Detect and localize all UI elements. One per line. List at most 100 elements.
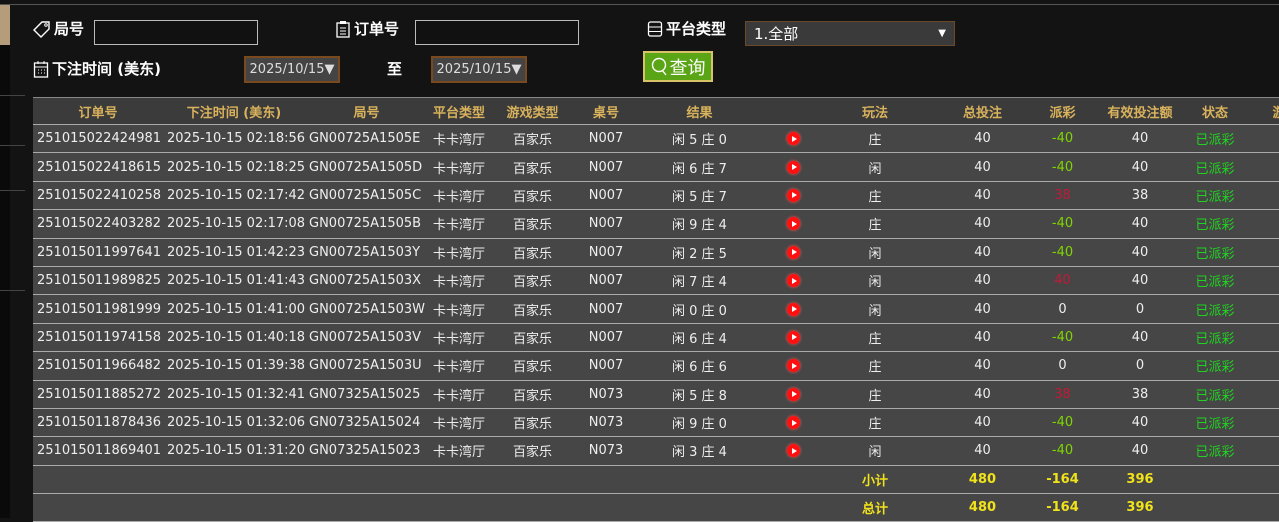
empty-cell xyxy=(1235,465,1279,495)
table-row: 251015011981999 2025-10-15 01:41:00 GN0072… xyxy=(33,294,1279,324)
result: 闲 0 庄 0 xyxy=(637,294,762,324)
play-type: 闲 xyxy=(825,436,925,466)
order-input[interactable] xyxy=(415,20,579,45)
play-video-icon[interactable] xyxy=(787,359,800,373)
search-button[interactable]: 查询 xyxy=(643,51,713,82)
status: 已派彩 xyxy=(1195,266,1235,296)
payout: -40 xyxy=(1040,408,1085,438)
order-no: 251015011869401 xyxy=(33,436,163,466)
total-bet: 40 xyxy=(925,181,1040,211)
play-video-icon[interactable] xyxy=(787,188,800,202)
game-cell xyxy=(1235,294,1279,324)
play-video-icon[interactable] xyxy=(787,302,800,316)
empty-cell xyxy=(490,493,575,522)
status: 已派彩 xyxy=(1195,181,1235,211)
date-to[interactable]: 2025/10/15▼ xyxy=(431,56,527,83)
payout: -40 xyxy=(1040,209,1085,239)
video-cell xyxy=(762,209,825,239)
empty-cell xyxy=(428,465,490,495)
game-cell xyxy=(1235,323,1279,353)
play-video-icon[interactable] xyxy=(787,416,800,430)
order-no: 251015011966482 xyxy=(33,351,163,381)
valid-bet: 40 xyxy=(1085,436,1195,466)
empty-cell xyxy=(1195,465,1235,495)
order-no: 251015011989825 xyxy=(33,266,163,296)
status: 已派彩 xyxy=(1195,436,1235,466)
video-cell xyxy=(762,408,825,438)
table-no: N007 xyxy=(575,152,637,182)
header-order-no: 订单号 xyxy=(33,97,163,125)
play-video-icon[interactable] xyxy=(787,132,800,146)
play-type: 庄 xyxy=(825,209,925,239)
valid-bet: 40 xyxy=(1085,124,1195,154)
game-type: 百家乐 xyxy=(490,152,575,182)
round-no: GN00725A1505E xyxy=(305,124,428,154)
game-type: 百家乐 xyxy=(490,124,575,154)
header-bet-time: 下注时间 (美东) xyxy=(163,97,305,125)
status: 已派彩 xyxy=(1195,152,1235,182)
round-no: GN07325A15025 xyxy=(305,380,428,409)
empty-cell xyxy=(33,465,163,495)
play-video-icon[interactable] xyxy=(787,330,800,344)
result: 闲 6 庄 6 xyxy=(637,351,762,381)
table-no: N007 xyxy=(575,124,637,154)
platform: 卡卡湾厅 xyxy=(428,266,490,296)
header-valid-bet: 有效投注额 xyxy=(1085,97,1195,125)
payout: -40 xyxy=(1040,323,1085,353)
table-row: 251015011997641 2025-10-15 01:42:23 GN0072… xyxy=(33,238,1279,267)
top-divider xyxy=(0,4,1279,5)
empty-cell xyxy=(163,465,305,495)
game-cell xyxy=(1235,266,1279,296)
game-type: 百家乐 xyxy=(490,323,575,353)
play-video-icon[interactable] xyxy=(787,274,800,288)
total-bet: 40 xyxy=(925,266,1040,296)
game-cell xyxy=(1235,408,1279,438)
play-type: 庄 xyxy=(825,181,925,211)
status: 已派彩 xyxy=(1195,351,1235,381)
result: 闲 6 庄 4 xyxy=(637,323,762,353)
total-bet: 40 xyxy=(925,436,1040,466)
order-no: 251015022410258 xyxy=(33,181,163,211)
clipboard-icon xyxy=(336,20,350,38)
time-label: 下注时间 (美东) xyxy=(33,58,161,79)
play-video-icon[interactable] xyxy=(787,387,800,401)
game-type: 百家乐 xyxy=(490,294,575,324)
subtotal-valid-bet: 396 xyxy=(1085,465,1195,495)
result: 闲 7 庄 4 xyxy=(637,266,762,296)
valid-bet: 38 xyxy=(1085,380,1195,409)
empty-cell xyxy=(1195,493,1235,522)
round-input[interactable] xyxy=(94,20,258,45)
total-bet: 40 xyxy=(925,323,1040,353)
total-bet: 40 xyxy=(925,124,1040,154)
total-total-bet: 480 xyxy=(925,493,1040,522)
platform-label: 平台类型 xyxy=(647,18,726,39)
play-video-icon[interactable] xyxy=(787,245,800,259)
empty-cell xyxy=(305,493,428,522)
header-status: 状态 xyxy=(1195,97,1235,125)
game-type: 百家乐 xyxy=(490,380,575,409)
calendar-icon xyxy=(33,60,49,78)
round-no: GN00725A1503X xyxy=(305,266,428,296)
round-no: GN07325A15023 xyxy=(305,436,428,466)
play-video-icon[interactable] xyxy=(787,217,800,231)
table-no: N007 xyxy=(575,323,637,353)
game-cell xyxy=(1235,238,1279,267)
play-video-icon[interactable] xyxy=(787,444,800,458)
game-type: 百家乐 xyxy=(490,209,575,239)
header-payout: 派彩 xyxy=(1040,97,1085,125)
bet-time: 2025-10-15 01:32:06 xyxy=(163,408,305,438)
order-no: 251015011974158 xyxy=(33,323,163,353)
date-from[interactable]: 2025/10/15▼ xyxy=(244,56,340,83)
total-bet: 40 xyxy=(925,209,1040,239)
play-type: 庄 xyxy=(825,351,925,381)
bet-time: 2025-10-15 02:18:56 xyxy=(163,124,305,154)
bet-time: 2025-10-15 01:42:23 xyxy=(163,238,305,267)
total-bet: 40 xyxy=(925,380,1040,409)
platform-select[interactable]: 1.全部 ▼ xyxy=(745,21,955,46)
play-video-icon[interactable] xyxy=(787,160,800,174)
payout: 38 xyxy=(1040,380,1085,409)
order-no: 251015011885272 xyxy=(33,380,163,409)
table-no: N073 xyxy=(575,380,637,409)
game-cell xyxy=(1235,351,1279,381)
play-type: 闲 xyxy=(825,152,925,182)
